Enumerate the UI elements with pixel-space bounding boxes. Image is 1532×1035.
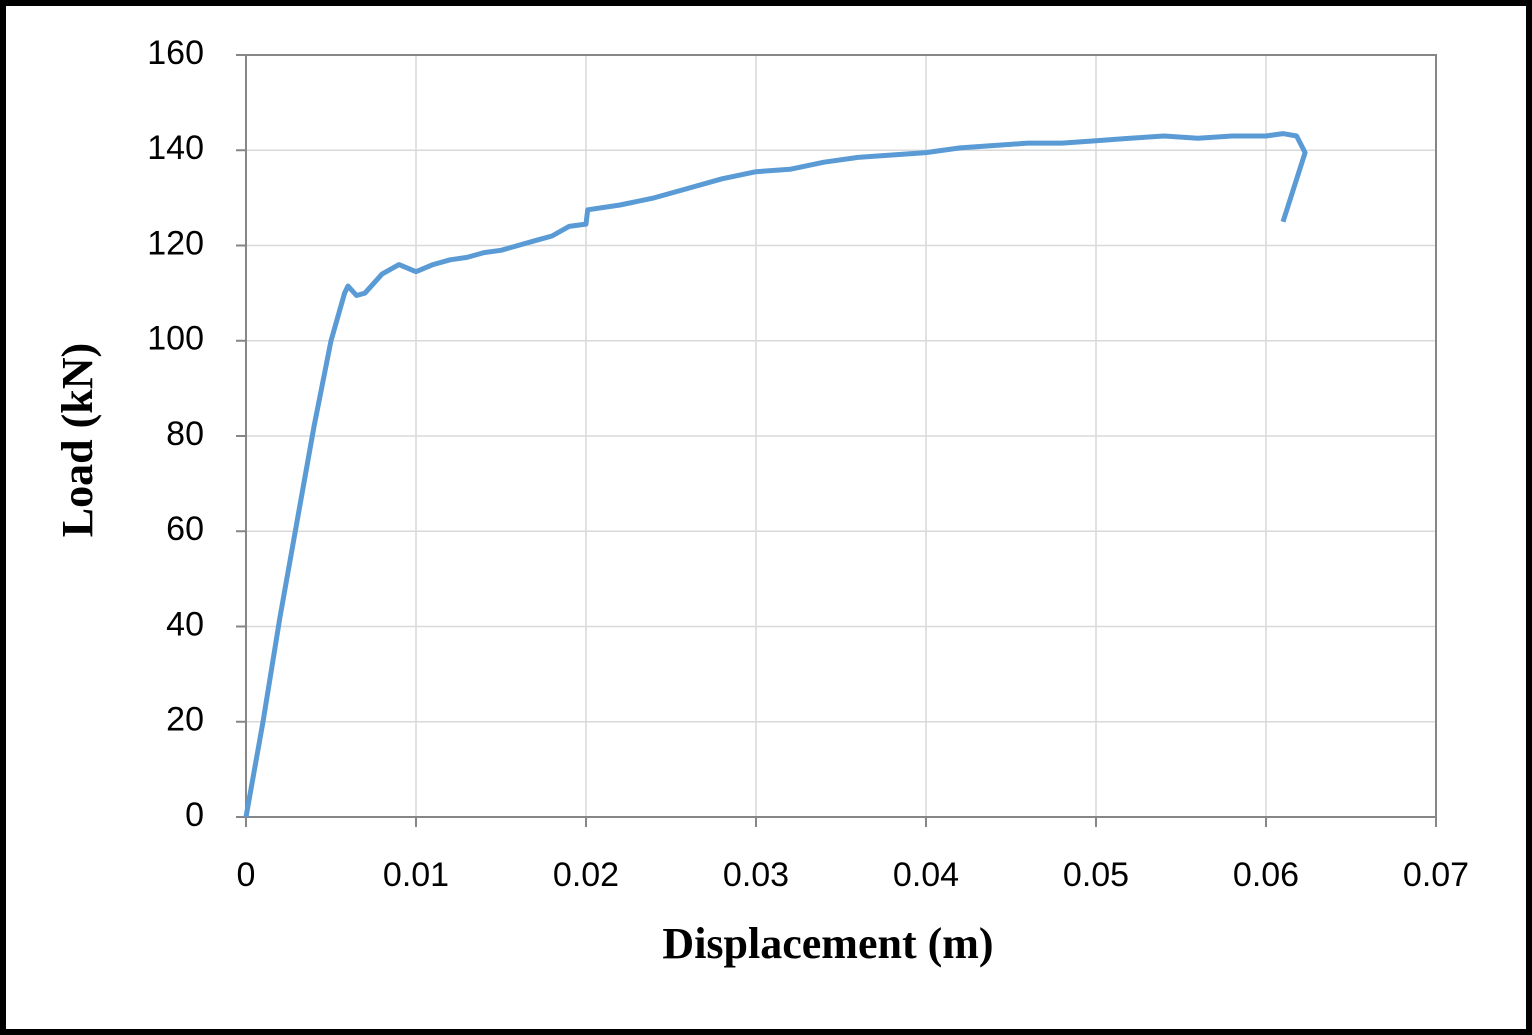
y-tick-label: 80 bbox=[166, 415, 204, 453]
x-tick-label: 0.02 bbox=[553, 856, 619, 894]
y-tick-label: 20 bbox=[166, 701, 204, 739]
x-tick-label: 0.07 bbox=[1403, 856, 1469, 894]
x-tick-label: 0.04 bbox=[893, 856, 959, 894]
x-tick-label: 0.01 bbox=[383, 856, 449, 894]
x-tick-label: 0.05 bbox=[1063, 856, 1129, 894]
y-tick-label: 60 bbox=[166, 510, 204, 548]
x-tick-label: 0.03 bbox=[723, 856, 789, 894]
x-axis-title: Displacement (m) bbox=[662, 919, 993, 968]
plot-border bbox=[245, 54, 1437, 818]
y-tick-label: 140 bbox=[147, 129, 204, 167]
x-tick-label: 0.06 bbox=[1233, 856, 1299, 894]
y-tick-label: 160 bbox=[147, 34, 204, 72]
y-axis-title: Load (kN) bbox=[53, 343, 102, 537]
y-tick-label: 100 bbox=[147, 320, 204, 358]
data-line bbox=[243, 131, 1308, 818]
y-tick-label: 40 bbox=[166, 605, 204, 643]
y-tick-label: 120 bbox=[147, 224, 204, 262]
x-tick-label: 0 bbox=[237, 856, 256, 894]
y-tick-label: 0 bbox=[185, 796, 204, 834]
